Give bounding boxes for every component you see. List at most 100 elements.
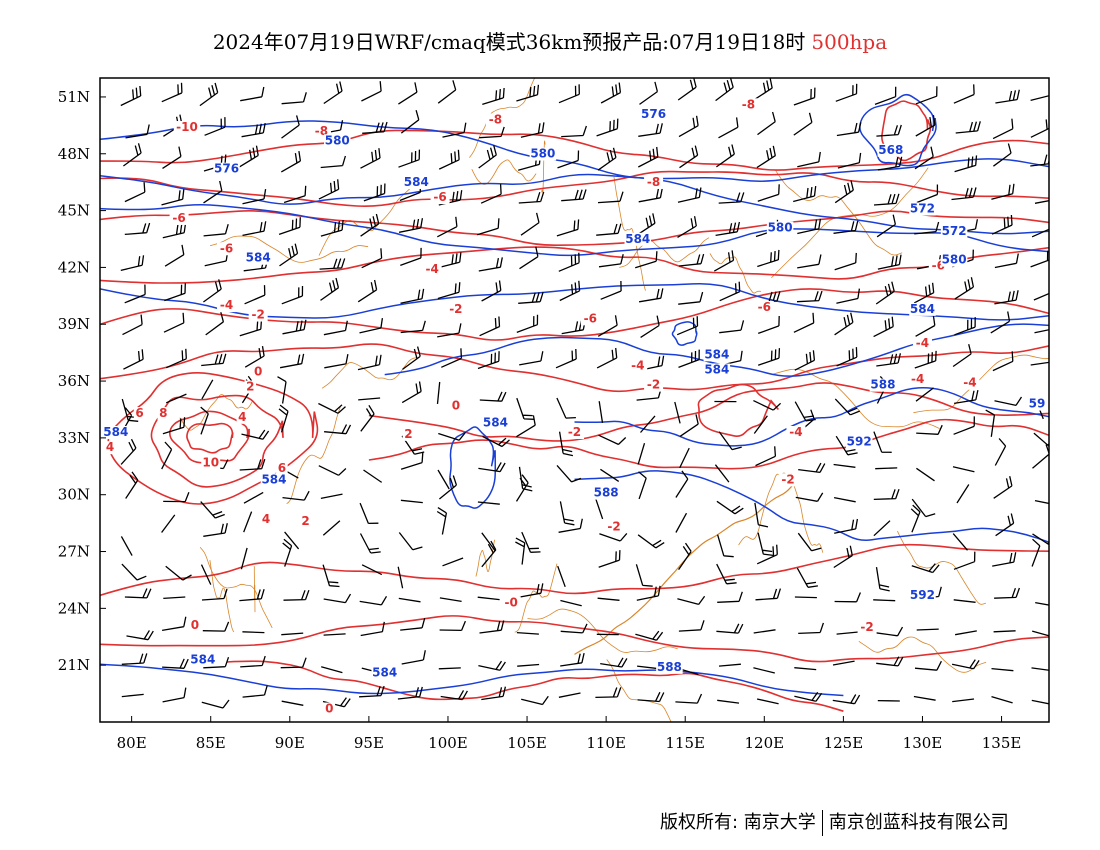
wind-barb [914, 660, 942, 671]
x-tick-label: 115E [665, 734, 705, 752]
wind-barb [992, 351, 1014, 372]
wind-barb [756, 544, 778, 565]
height-contour-label: 576 [641, 107, 666, 121]
wind-barb [242, 221, 267, 237]
wind-barb [398, 149, 421, 168]
wind-barb [557, 565, 566, 588]
temperature-contour-label-bg [248, 308, 268, 322]
wind-barb [675, 512, 688, 533]
wind-barb [361, 248, 383, 269]
wind-barb [121, 563, 147, 581]
wind-barb [203, 279, 222, 303]
temperature-contour-label-bg [580, 312, 600, 326]
wind-barb [558, 692, 581, 698]
wind-barb [125, 471, 139, 499]
wind-barb [516, 314, 539, 334]
wind-barb [600, 82, 622, 104]
temperature-contour-label: -6 [172, 211, 185, 225]
temperature-contour-label: 0 [191, 618, 199, 632]
wind-barb [836, 288, 861, 304]
x-tick-label: 130E [903, 734, 943, 752]
temperature-contour-label: 2 [301, 514, 309, 528]
height-closed-contour [859, 93, 937, 167]
wind-barb [124, 182, 146, 203]
temperature-contour-label: -4 [963, 376, 976, 390]
boundary-line [619, 237, 710, 268]
wind-barb [357, 354, 382, 371]
temperature-contour-label-bg [786, 425, 806, 439]
wind-barb [480, 184, 502, 204]
height-contour-label-bg [845, 435, 873, 449]
temperature-contour-label: -4 [631, 359, 644, 373]
wind-barb [436, 381, 441, 404]
wind-barb [279, 353, 305, 369]
temperature-contour-label-bg [133, 407, 146, 421]
wind-barb [120, 438, 137, 465]
wind-barb [203, 656, 230, 669]
wind-barb [873, 316, 894, 338]
wind-barb [516, 84, 540, 102]
height-contour-label-bg [260, 473, 288, 487]
wind-barb [676, 316, 699, 336]
wind-barb [598, 434, 627, 446]
wind-barb [201, 588, 228, 601]
wind-barb [518, 191, 545, 204]
wind-barb [954, 630, 977, 636]
temperature-contour-label-bg [276, 461, 288, 475]
wind-barb [560, 623, 588, 634]
wind-barb [911, 498, 936, 518]
temperature-contour-label: -10 [176, 120, 198, 134]
boundary-line [514, 563, 558, 633]
wind-barb [479, 391, 507, 402]
wind-barb [519, 246, 539, 270]
wind-barb [1030, 119, 1049, 138]
wind-barb [679, 447, 690, 469]
temperature-contour-label-bg [644, 175, 664, 189]
title-main: 2024年07月19日WRF/cmaq模式36km预报产品:07月19日18时 [212, 30, 806, 54]
height-contour-label: 584 [103, 425, 128, 439]
footer-separator [821, 810, 823, 836]
wind-barb [124, 588, 152, 599]
height-contour-label: 580 [530, 147, 555, 161]
wind-barb [438, 667, 461, 670]
wind-barb [995, 89, 1020, 104]
wind-barb [442, 122, 467, 138]
wind-barb [481, 532, 496, 551]
boundary-line [613, 176, 646, 291]
wind-barb [164, 283, 186, 302]
wind-barb [518, 466, 533, 492]
temperature-contour-label: 0 [254, 364, 262, 378]
wind-barb [753, 629, 776, 634]
wind-barb [319, 258, 346, 270]
y-tick-label: 42N [58, 258, 90, 276]
wind-barb [203, 180, 223, 204]
wind-barb [832, 694, 861, 705]
wind-barb [873, 520, 891, 537]
wind-barb [953, 84, 975, 104]
wind-barb [640, 315, 660, 338]
wind-barb [284, 531, 300, 550]
wind-barb [794, 401, 816, 422]
height-contour-label-bg [371, 666, 398, 680]
wind-barb [123, 143, 142, 167]
height-contour-label: 584 [483, 416, 508, 430]
wind-barb [876, 214, 897, 238]
wind-barb [438, 475, 458, 500]
wind-barb [360, 148, 381, 169]
wind-barb [400, 288, 425, 304]
temperature-closed-contour [186, 422, 234, 454]
wind-barb [242, 685, 268, 698]
wind-barb [243, 511, 253, 533]
boundary-line [199, 547, 273, 629]
wind-barb [993, 476, 1013, 499]
wind-barb [916, 424, 943, 435]
wind-barb [715, 221, 741, 237]
wind-barb [793, 312, 815, 333]
wind-barb [242, 631, 265, 634]
wind-barb [757, 348, 781, 366]
wind-barb [283, 185, 307, 204]
wind-barb [594, 497, 604, 520]
wind-barb [437, 282, 461, 300]
wind-barb [125, 124, 150, 139]
height-contour-label-bg [940, 253, 968, 267]
